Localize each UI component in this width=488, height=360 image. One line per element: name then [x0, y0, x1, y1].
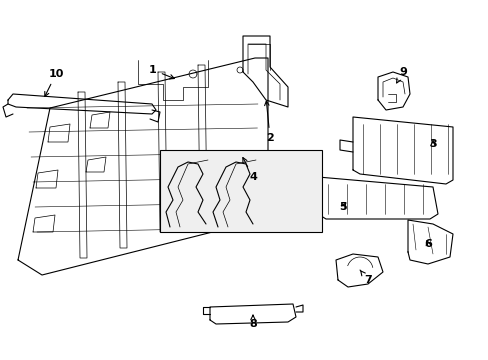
- Text: 3: 3: [428, 139, 436, 149]
- Text: 9: 9: [396, 67, 406, 83]
- Text: 5: 5: [339, 202, 346, 212]
- Text: 7: 7: [359, 270, 371, 285]
- Text: 8: 8: [248, 315, 256, 329]
- Text: 6: 6: [423, 239, 431, 249]
- Text: 4: 4: [243, 158, 256, 182]
- Text: 1: 1: [149, 65, 174, 79]
- Text: 10: 10: [45, 69, 63, 96]
- Bar: [160, 150, 321, 232]
- Text: 2: 2: [264, 101, 273, 143]
